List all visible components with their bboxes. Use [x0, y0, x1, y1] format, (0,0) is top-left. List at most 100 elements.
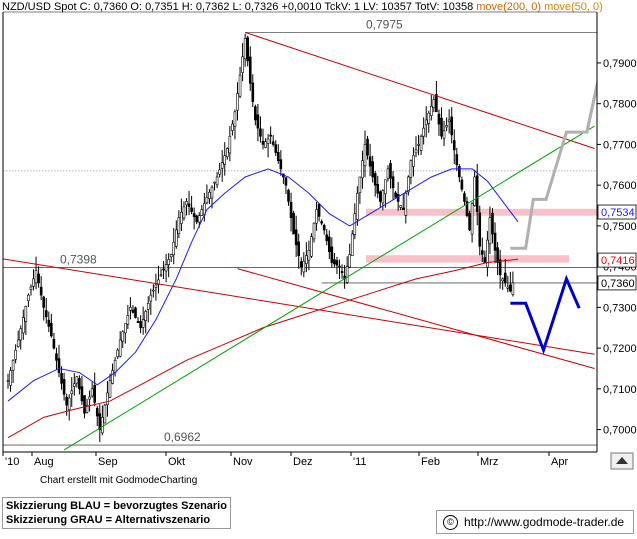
candle-body	[83, 395, 86, 414]
scenario-sketches	[510, 78, 597, 355]
candle-body	[424, 119, 428, 126]
candle-body	[192, 213, 196, 218]
candle-body	[432, 99, 436, 109]
candle-body	[399, 205, 403, 208]
scenario-legend: Skizzierung BLAU = bevorzugtes Szenario …	[2, 497, 231, 529]
candle-body	[376, 183, 380, 194]
y-tick-label: 0,7700	[603, 139, 637, 151]
candle-body	[315, 209, 318, 224]
candle-body	[246, 37, 249, 62]
candle-body	[261, 141, 265, 145]
candle-body	[169, 254, 173, 258]
candle-body	[509, 284, 512, 292]
candle-body	[274, 144, 278, 153]
ma50-label: move(50, 0)	[544, 1, 603, 13]
candle-body	[473, 176, 476, 206]
candle-body	[118, 339, 122, 357]
x-tick-label: '10	[5, 456, 19, 468]
candle-body	[447, 119, 451, 122]
quote-values: C: 0,7360 O: 0,7351 H: 0,7362 L: 0,7326 …	[79, 1, 474, 13]
candle-body	[480, 250, 484, 255]
candle-body	[455, 154, 459, 166]
candle-body	[498, 259, 502, 276]
candle-body	[44, 310, 48, 318]
x-tick-label: Mrz	[480, 456, 498, 468]
candle-body	[215, 176, 219, 186]
symbol-label: NZD/USD Spot	[2, 1, 77, 13]
price-level-label: 0,6962	[164, 430, 201, 444]
candle-body	[264, 141, 267, 148]
candle-body	[159, 274, 163, 277]
candle-body	[136, 321, 140, 323]
candle-body	[248, 56, 252, 84]
price-tag: 0,7416	[601, 255, 635, 267]
resistance-zone	[366, 255, 569, 263]
candle-body	[67, 397, 71, 410]
candle-body	[55, 353, 58, 361]
candle-body	[88, 396, 91, 400]
candle-body	[220, 162, 224, 169]
site-link[interactable]: © http://www.godmode-trader.de	[436, 510, 634, 534]
y-tick-label: 0,7100	[603, 384, 637, 396]
candle-body	[353, 213, 357, 235]
candle-body	[236, 93, 239, 111]
candle-body	[11, 360, 15, 371]
candle-body	[73, 383, 76, 387]
candle-body	[463, 193, 466, 202]
x-tick-label: '11	[353, 456, 367, 468]
site-url[interactable]: http://www.godmode-trader.de	[464, 515, 625, 529]
candle-body	[6, 380, 10, 383]
candle-body	[345, 266, 349, 283]
price-tag-box	[597, 252, 637, 268]
candle-body	[14, 349, 17, 360]
candle-body	[243, 38, 247, 60]
candle-body	[95, 407, 99, 417]
candle-body	[226, 148, 229, 157]
candle-body	[396, 194, 400, 202]
candle-body	[452, 140, 456, 151]
candle-body	[330, 246, 334, 263]
candle-body	[197, 215, 201, 223]
candle-body	[162, 268, 165, 271]
candle-body	[486, 239, 489, 268]
candle-body	[32, 278, 35, 287]
candle-body	[172, 241, 176, 256]
candle-body	[437, 113, 441, 125]
candle-body	[21, 317, 25, 334]
candle-body	[34, 270, 38, 284]
candle-body	[373, 173, 377, 186]
candle-body	[322, 224, 326, 231]
candle-body	[356, 192, 359, 220]
y-tick-label: 0,7000	[603, 425, 637, 437]
candle-body	[279, 159, 283, 170]
moving-averages	[7, 168, 519, 439]
price-level-label: 0,7398	[60, 252, 97, 266]
candle-body	[287, 189, 290, 202]
resistance-zones	[366, 208, 597, 263]
x-tick-label: Sep	[98, 456, 118, 468]
x-tick-label: Dez	[293, 456, 313, 468]
candle-body	[511, 282, 515, 295]
candle-body	[333, 259, 336, 265]
candle-body	[435, 94, 438, 113]
candle-body	[154, 284, 158, 288]
candle-body	[422, 127, 425, 137]
candle-body	[19, 328, 23, 341]
candle-body	[348, 254, 352, 268]
candle-body	[340, 271, 344, 274]
candle-body	[16, 339, 20, 348]
candle-body	[414, 149, 418, 154]
price-level-label: 0,7975	[366, 17, 403, 31]
candle-body	[180, 212, 183, 224]
candle-body	[37, 273, 40, 284]
candle-body	[506, 286, 510, 289]
scroll-up-icon	[616, 457, 628, 464]
red-trendline	[244, 31, 595, 149]
candle-body	[60, 373, 63, 384]
blue-scenario-path	[510, 274, 581, 355]
candle-body	[312, 222, 316, 240]
candle-body	[177, 217, 181, 234]
price-labels: 0,7975 0,7398 0,6962	[60, 17, 403, 444]
y-tick-label: 0,7300	[603, 302, 637, 314]
